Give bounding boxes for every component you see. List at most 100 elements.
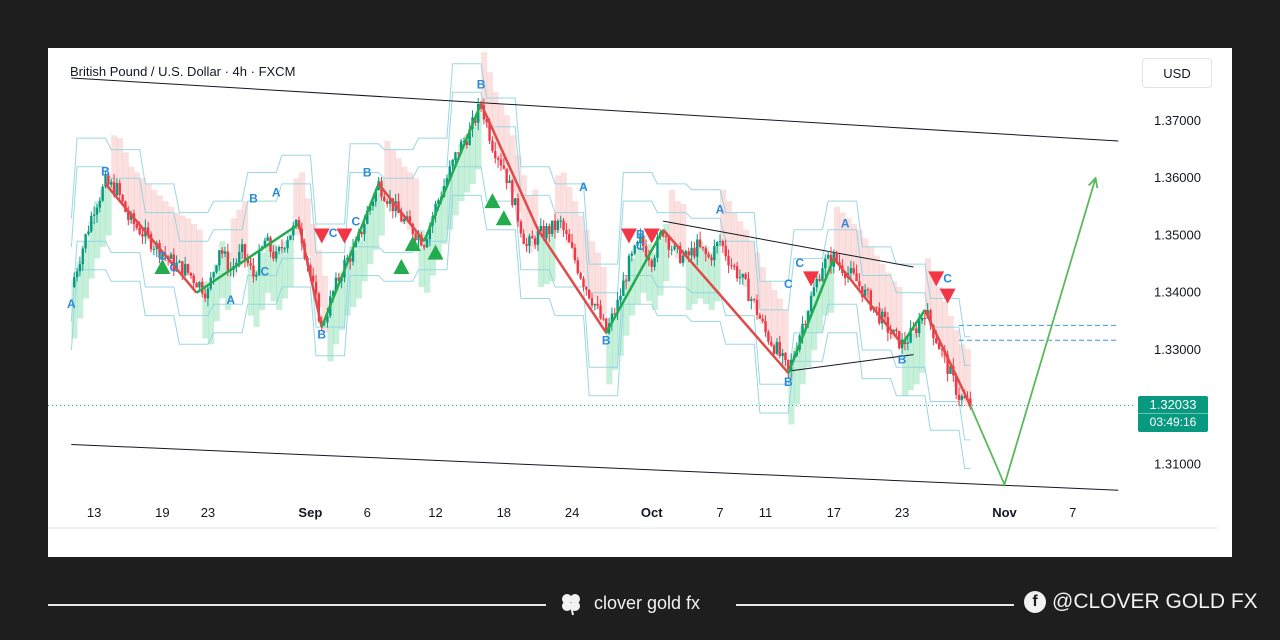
wave-label: C [260, 265, 269, 279]
social-handle-text: @CLOVER GOLD FX [1052, 590, 1258, 613]
candle-body [599, 305, 602, 319]
zigzag-leg-3 [320, 183, 380, 328]
cloud-zones [71, 52, 971, 425]
candle-body [690, 248, 693, 256]
candle-body [502, 165, 506, 169]
cloud-zone-segment [936, 287, 943, 345]
candle-body [755, 299, 759, 315]
candle-body [146, 227, 150, 235]
candle-body [550, 220, 554, 235]
cloud-zone-segment [668, 189, 676, 247]
candle-body [738, 277, 742, 279]
cloud-zone-segment [697, 241, 704, 299]
candle-body [235, 262, 238, 267]
cloud-zone-segment [367, 206, 374, 265]
candle-body [183, 264, 187, 276]
candle-body [932, 324, 935, 339]
candle-body [127, 211, 130, 220]
cloud-zone-segment [543, 226, 550, 285]
candle-body [772, 345, 776, 354]
wave-label: B [602, 333, 611, 347]
candle-body [681, 255, 685, 263]
candle-body [314, 281, 318, 294]
x-tick-label: 7 [716, 505, 723, 520]
zigzag-leg-5 [422, 103, 483, 242]
candle-body [445, 178, 449, 187]
candles [73, 98, 972, 410]
cloud-zone-segment [907, 332, 914, 391]
candle-body [602, 318, 605, 320]
candle-body [707, 254, 710, 258]
cloud-zone-segment [953, 329, 960, 388]
zigzag-leg-12 [901, 309, 926, 345]
cloud-zone-segment [213, 264, 220, 322]
candle-body [804, 323, 807, 325]
candle-body [849, 268, 853, 274]
zigzag-leg-9 [662, 228, 790, 374]
cloud-zone-segment [401, 166, 408, 225]
candle-body [855, 273, 858, 282]
cloud-zone-segment [646, 244, 653, 302]
cloud-zone-segment [890, 281, 897, 339]
candle-body [499, 159, 503, 166]
candle-body [553, 220, 557, 231]
candle-body [218, 250, 221, 266]
buy-signal-icon [427, 244, 444, 260]
cloud-zone-segment [896, 287, 903, 345]
cloud-zone-segment [680, 203, 687, 262]
cloud-zone-segment [606, 327, 613, 385]
candle-body [895, 329, 898, 332]
cloud-zone-segment [958, 344, 966, 402]
candle-body [906, 342, 909, 344]
candle-body [104, 175, 107, 187]
candle-body [824, 258, 827, 269]
candle-body [619, 295, 622, 300]
cloud-zone-segment [122, 152, 129, 210]
cloud-zone-segment [412, 178, 419, 236]
candle-body [818, 279, 821, 281]
candle-body [462, 141, 466, 143]
candle-body [954, 375, 958, 395]
cloud-zone-segment [242, 201, 249, 259]
cloud-zone-segment [99, 189, 107, 247]
cloud-zone-segment [321, 275, 328, 333]
y-tick-label: 1.33000 [1154, 342, 1201, 357]
cloud-zone-segment [555, 175, 562, 233]
cloud-zone-segment [355, 241, 363, 299]
candle-body [135, 224, 139, 228]
cloud-zone-segment [492, 92, 499, 150]
candle-body [215, 265, 218, 273]
candle-body [178, 261, 181, 263]
candle-body [425, 239, 429, 248]
wave-label: B [898, 353, 907, 367]
zigzag-leg-2 [297, 223, 323, 328]
last-price-tag: 1.32033 03:49:16 [1138, 396, 1208, 432]
candle-body [750, 298, 753, 302]
cloud-zone-segment [611, 312, 619, 371]
signal-markers [154, 193, 956, 304]
cloud-zone-segment [88, 221, 95, 279]
wave-label: A [579, 180, 588, 194]
cloud-zone-segment [708, 252, 715, 310]
candle-body [437, 200, 440, 204]
candle-body [929, 310, 932, 325]
x-tick-label: 23 [895, 505, 909, 520]
zigzag-leg-6 [479, 103, 540, 231]
candle-body [528, 236, 531, 246]
footer-divider-right [736, 604, 1014, 606]
cloud-zone-segment [674, 201, 681, 259]
candle-body [98, 200, 102, 208]
social-handle[interactable]: f @CLOVER GOLD FX [1024, 590, 1258, 614]
candle-body [511, 180, 514, 206]
cloud-zone-segment [498, 103, 505, 162]
candle-body [770, 341, 773, 346]
candle-body [522, 233, 525, 244]
candle-body [920, 317, 924, 321]
y-tick-label: 1.31000 [1154, 457, 1201, 472]
brand-logo: clover gold fx [558, 590, 700, 616]
cloud-zone-segment [111, 135, 118, 193]
currency-selector[interactable]: USD [1142, 58, 1212, 88]
candle-body [747, 278, 750, 302]
cloud-zone-segment [685, 252, 693, 310]
